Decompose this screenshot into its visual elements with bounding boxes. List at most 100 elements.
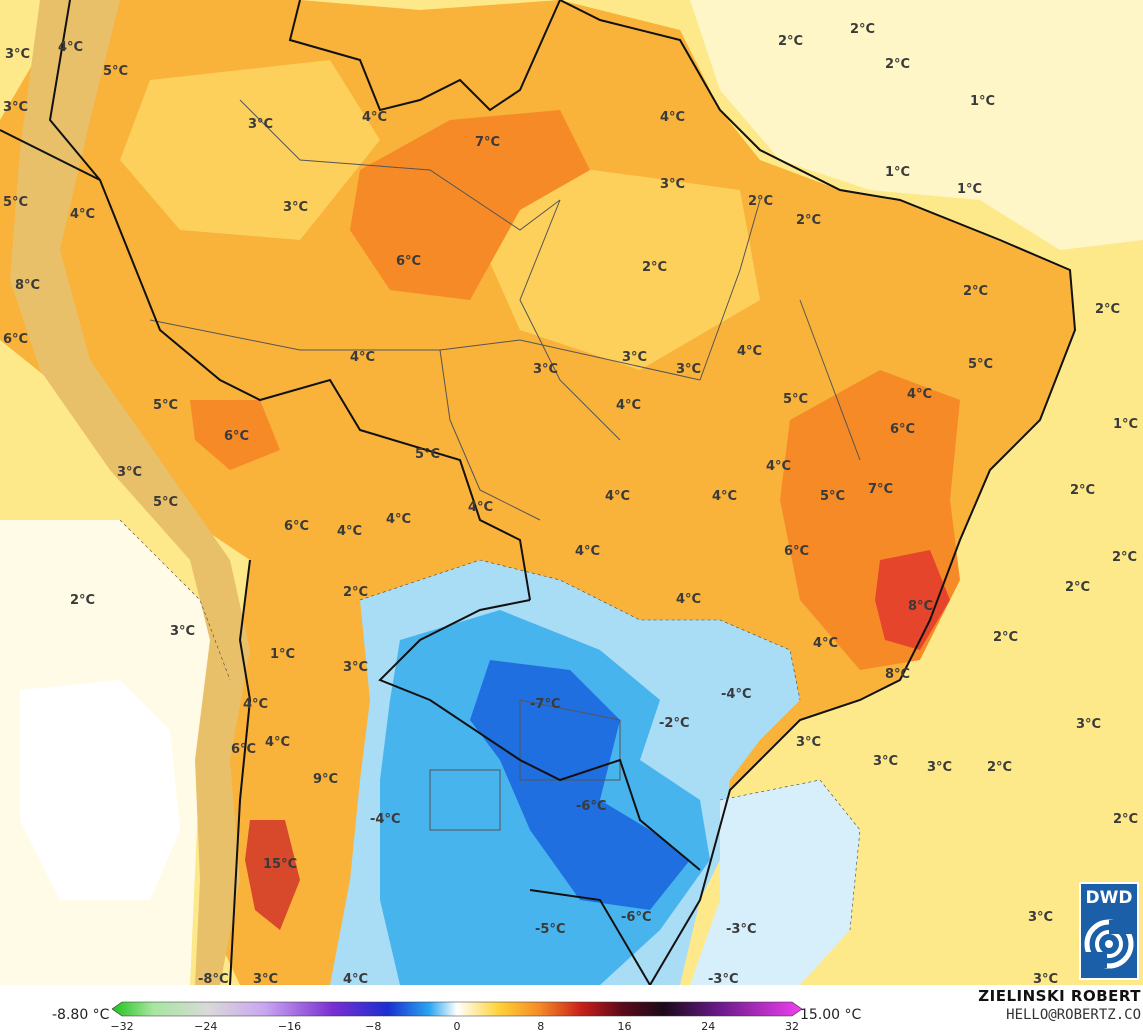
temperature-label: 3°C (283, 200, 308, 215)
legend-max-label: 15.00 °C (800, 1007, 862, 1023)
temperature-anomaly-map-svg: 3°C 4°C 5°C 3°C 3°C 4°C 7°C 4°C 2°C 2°C 2°C 1°C 1°C 1… (0, 0, 1143, 985)
temperature-label: 3°C (533, 362, 558, 377)
temperature-label: 5°C (3, 195, 28, 210)
scale-tick-label: −8 (365, 1020, 382, 1033)
temperature-label: 9°C (313, 772, 338, 787)
internal-borders (149, 99, 861, 831)
temperature-label: 4°C (676, 592, 701, 607)
contour-lines (119, 519, 861, 931)
temperature-label: 15°C (263, 857, 297, 872)
temperature-label: 2°C (1065, 580, 1090, 595)
temperature-label: 5°C (968, 357, 993, 372)
temperature-label: 4°C (337, 524, 362, 539)
temperature-labels: 3°C 4°C 5°C 3°C 3°C 4°C 7°C 4°C 2°C 2°C 2°C 1°C 1°C 1… (3, 22, 1138, 985)
temperature-label: 3°C (248, 117, 273, 132)
temperature-label: 4°C (616, 398, 641, 413)
scale-tick-label: 0 (453, 1020, 461, 1033)
temperature-label: 4°C (58, 40, 83, 55)
land-mild-north (120, 60, 380, 240)
land-warm (0, 0, 1075, 985)
temperature-label: 5°C (783, 392, 808, 407)
andes-hot-spots (245, 820, 300, 930)
temperature-label: 8°C (885, 667, 910, 682)
temperature-label: 1°C (1113, 417, 1138, 432)
temperature-label: 1°C (957, 182, 982, 197)
temperature-label: 3°C (170, 624, 195, 639)
andes-strip (10, 0, 250, 985)
temperature-label: 2°C (642, 260, 667, 275)
temperature-label: 3°C (343, 660, 368, 675)
temperature-label: 6°C (396, 254, 421, 269)
temperature-label: 6°C (3, 332, 28, 347)
temperature-label: 3°C (660, 177, 685, 192)
temperature-label: 2°C (70, 593, 95, 608)
temperature-label: 6°C (231, 742, 256, 757)
temperature-label: 4°C (350, 350, 375, 365)
temperature-label: -6°C (576, 799, 606, 814)
temperature-label: 3°C (5, 47, 30, 62)
temperature-label: -2°C (659, 716, 689, 731)
warm-core-amazon (350, 110, 590, 300)
temperature-label: 5°C (153, 495, 178, 510)
temperature-label: 1°C (970, 94, 995, 109)
temperature-label: 1°C (885, 165, 910, 180)
white-ocean-w (20, 680, 180, 900)
temperature-label: 6°C (284, 519, 309, 534)
author-email: HELLO@ROBERTZ.CO (1006, 1007, 1141, 1023)
legend-min-label: -8.80 °C (52, 1007, 110, 1023)
temperature-label: 4°C (907, 387, 932, 402)
temperature-label: 2°C (748, 194, 773, 209)
temperature-label: 3°C (622, 350, 647, 365)
temperature-label: 5°C (153, 398, 178, 413)
temperature-label: -3°C (708, 972, 738, 985)
temperature-label: -6°C (621, 910, 651, 925)
temperature-label: -4°C (721, 687, 751, 702)
temperature-label: 2°C (778, 34, 803, 49)
temperature-label: 5°C (103, 64, 128, 79)
temperature-label: 3°C (1033, 972, 1058, 985)
temperature-label: 3°C (1076, 717, 1101, 732)
warm-core-bolivia (190, 400, 280, 470)
scale-tick-label: 16 (617, 1020, 632, 1033)
temperature-label: -5°C (535, 922, 565, 937)
temperature-label: 4°C (243, 697, 268, 712)
scale-tick-label: 8 (537, 1020, 545, 1033)
temperature-label: 3°C (927, 760, 952, 775)
temperature-label: 4°C (468, 500, 493, 515)
temperature-label: 4°C (362, 110, 387, 125)
temperature-label: -4°C (370, 812, 400, 827)
cold-deep (470, 660, 690, 910)
pale-ocean-ne (690, 0, 1143, 250)
temperature-label: 2°C (1095, 302, 1120, 317)
temperature-label: 3°C (117, 465, 142, 480)
temperature-label: 2°C (963, 284, 988, 299)
footer: -8.80 °C −32 −24 −16 −8 0 8 16 24 32 (0, 985, 1143, 1035)
temperature-label: 4°C (660, 110, 685, 125)
temperature-label: 2°C (993, 630, 1018, 645)
national-borders (0, 0, 1077, 985)
temperature-label: 2°C (987, 760, 1012, 775)
temperature-label: 8°C (908, 599, 933, 614)
temperature-label: 5°C (820, 489, 845, 504)
temperature-label: 3°C (253, 972, 278, 985)
scale-tick-label: −24 (194, 1020, 218, 1033)
temperature-label: 2°C (850, 22, 875, 37)
temperature-label: 2°C (885, 57, 910, 72)
temperature-label: 7°C (475, 135, 500, 150)
temperature-label: 3°C (796, 735, 821, 750)
hot-core-southeast (875, 550, 950, 650)
scale-tick-label: 24 (701, 1020, 716, 1033)
temperature-map: 3°C 4°C 5°C 3°C 3°C 4°C 7°C 4°C 2°C 2°C 2°C 1°C 1°C 1… (0, 0, 1143, 985)
temperature-label: 4°C (737, 344, 762, 359)
temperature-label: 4°C (70, 207, 95, 222)
temperature-label: 6°C (224, 429, 249, 444)
temperature-label: 4°C (265, 735, 290, 750)
temperature-label: 2°C (1070, 483, 1095, 498)
temperature-label: -8°C (198, 972, 228, 985)
dwd-logo: DWD (1079, 882, 1139, 980)
temperature-label: 4°C (605, 489, 630, 504)
color-scale-bar (112, 1001, 802, 1017)
temperature-label: -3°C (726, 922, 756, 937)
temperature-label: 2°C (1112, 550, 1137, 565)
temperature-label: 5°C (415, 447, 440, 462)
